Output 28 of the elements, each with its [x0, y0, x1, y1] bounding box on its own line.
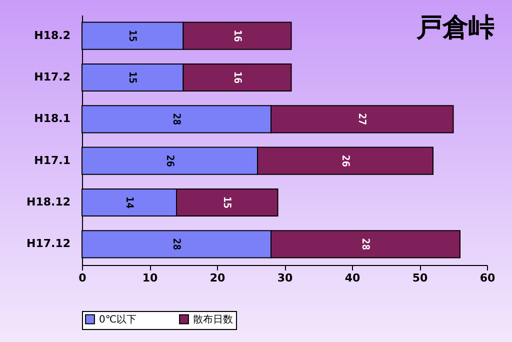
data-label: 15	[221, 196, 232, 209]
data-label: 16	[231, 30, 242, 42]
x-tick-label: 0	[78, 272, 87, 284]
legend-label: 散布日数	[193, 313, 233, 326]
data-label: 26	[164, 154, 175, 167]
x-tick-label: 10	[142, 272, 158, 284]
data-label: 16	[231, 71, 242, 84]
y-tick-label: H17.12	[26, 237, 70, 250]
y-tick-label: H18.2	[34, 28, 70, 42]
data-label: 15	[126, 71, 138, 84]
y-tick-label: H18.12	[26, 196, 70, 208]
y-tick-label: H17.2	[34, 70, 70, 84]
data-label: 14	[123, 196, 134, 209]
y-tick-label: H18.1	[34, 112, 70, 126]
data-label: 28	[360, 238, 370, 250]
y-tick-label: H17.1	[34, 154, 70, 167]
x-tick-label: 60	[480, 272, 496, 284]
x-tick-label: 50	[412, 272, 428, 284]
x-tick-label: 20	[210, 272, 226, 284]
data-label: 27	[356, 113, 368, 126]
x-tick-label: 40	[344, 272, 360, 284]
x-tick-label: 30	[277, 272, 293, 284]
data-label: 28	[170, 238, 182, 250]
legend-label: 0℃以下	[99, 313, 137, 326]
data-label: 28	[170, 113, 182, 126]
chart-title: 戸倉峠	[416, 13, 495, 43]
data-label: 26	[339, 154, 350, 167]
data-label: 15	[126, 30, 138, 42]
